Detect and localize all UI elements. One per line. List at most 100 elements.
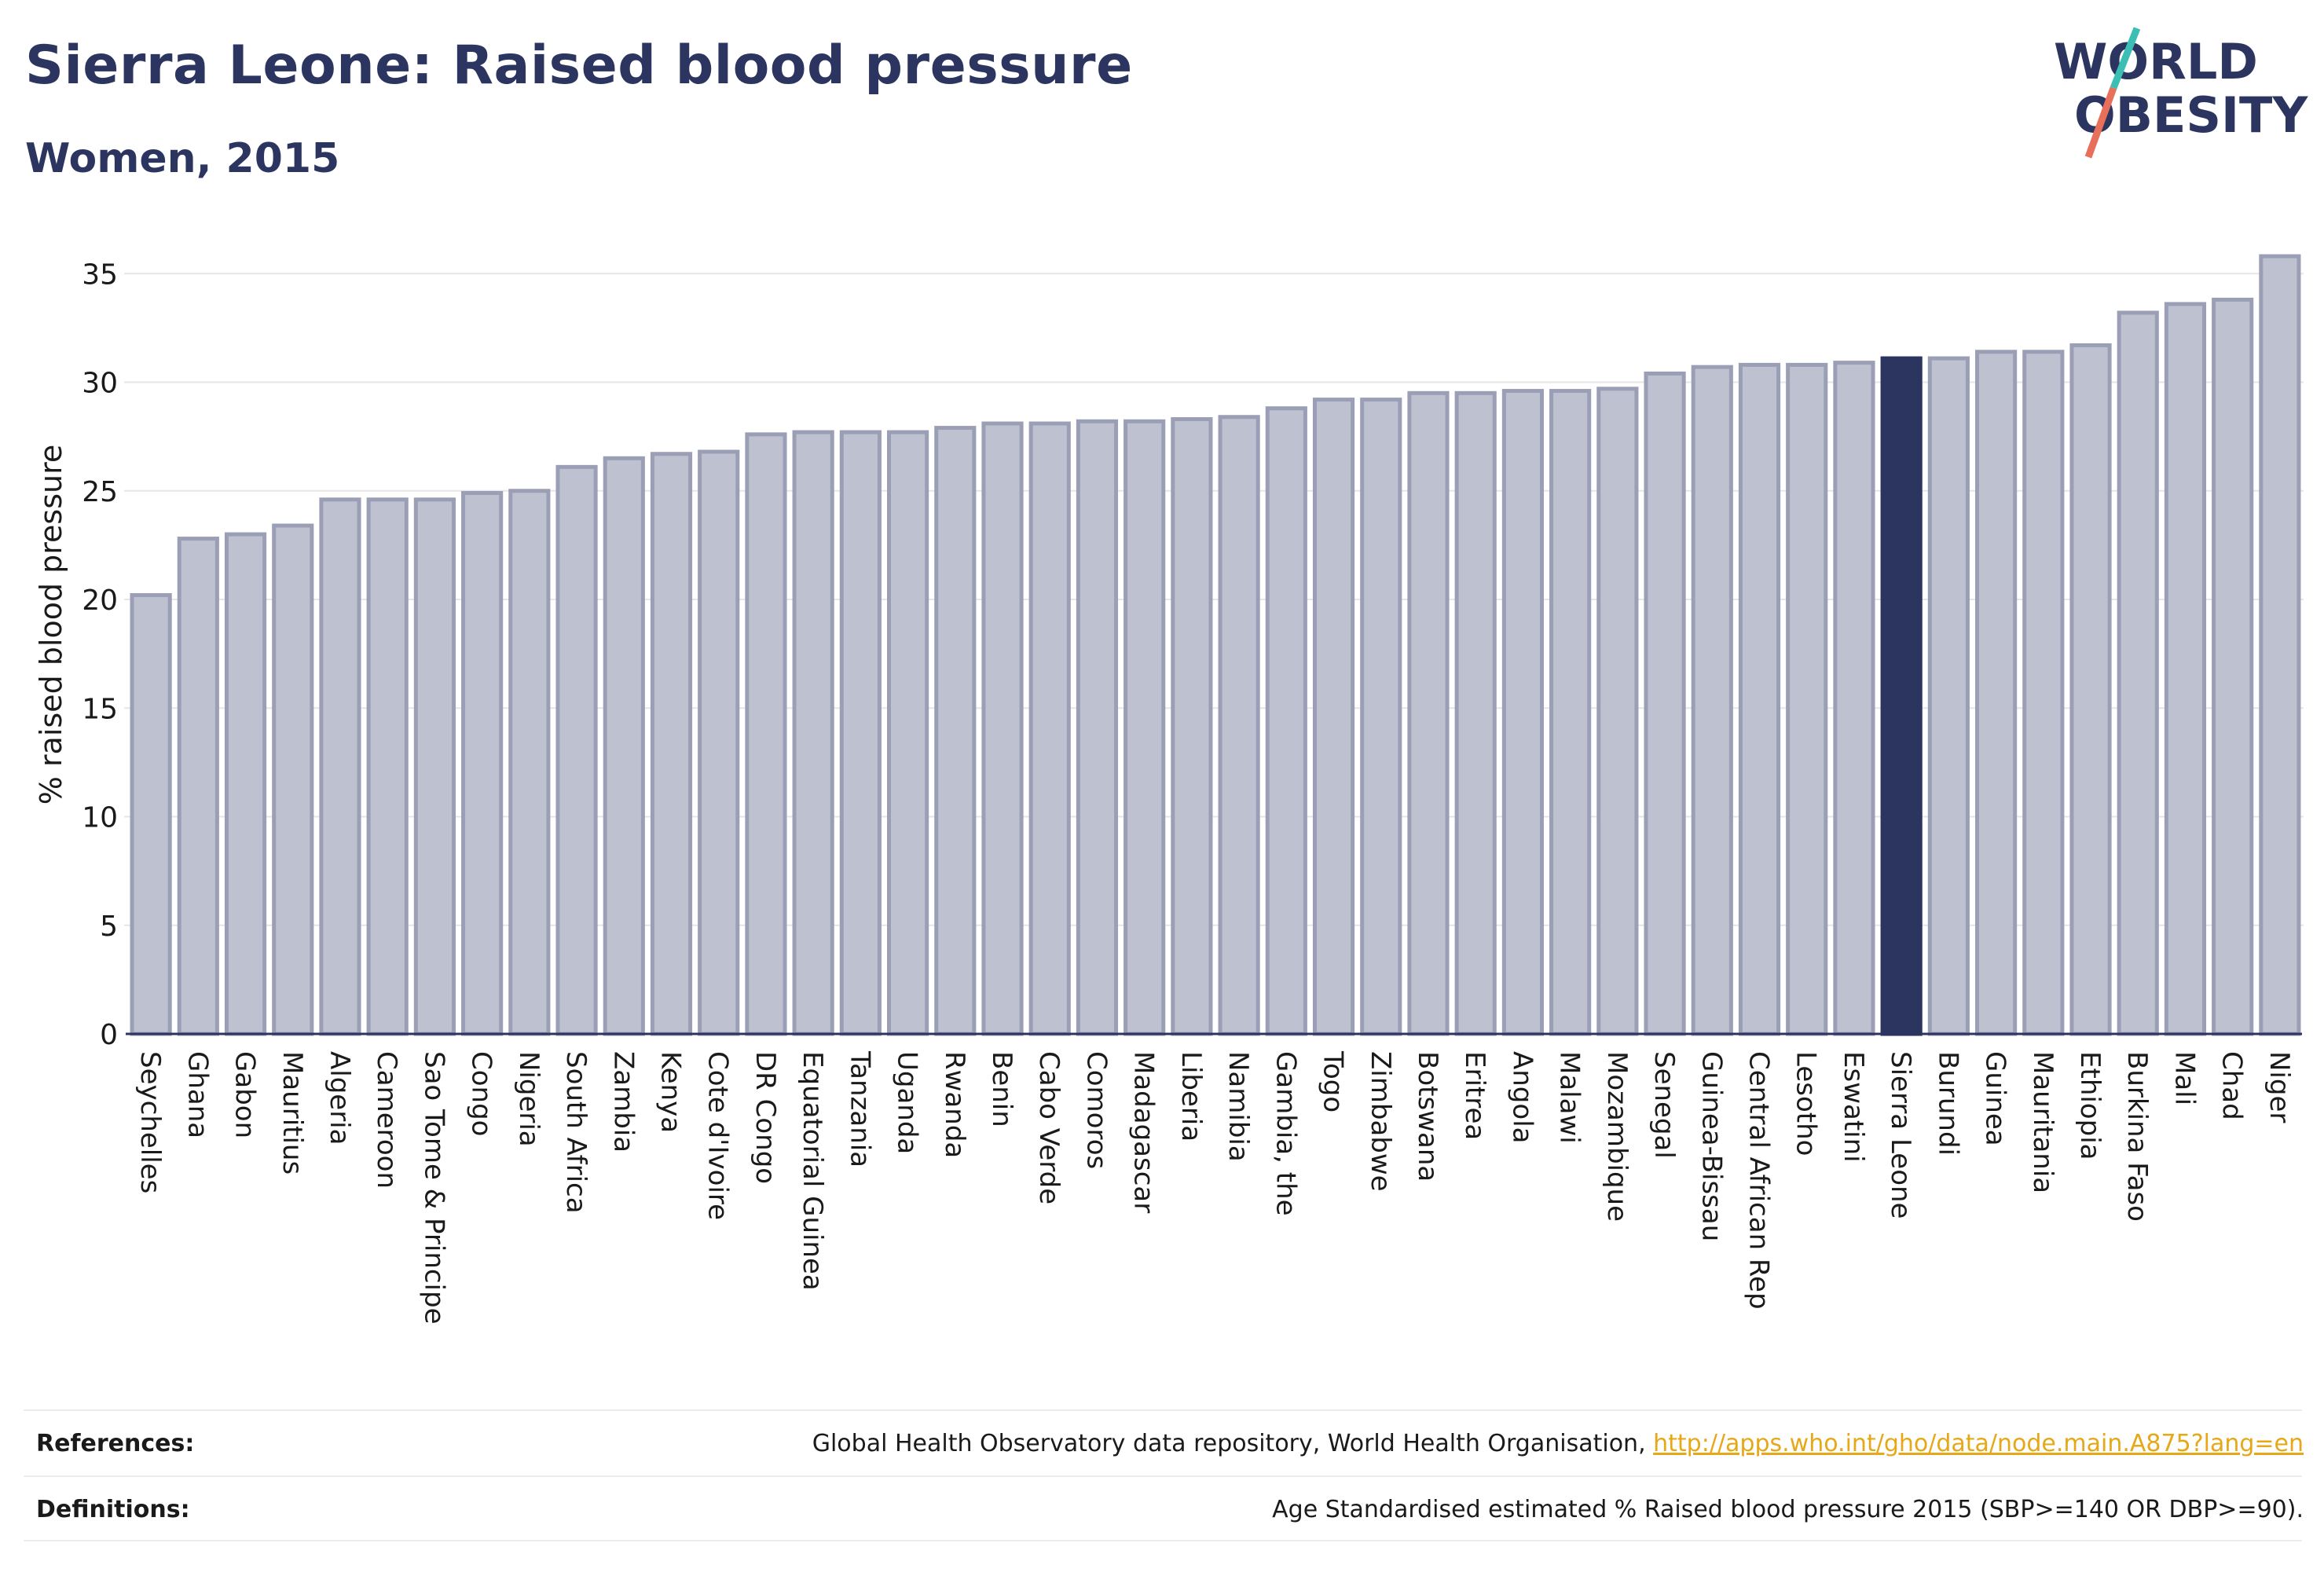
x-tick-label: Rwanda: [939, 1051, 970, 1158]
x-tick-label: DR Congo: [750, 1051, 781, 1184]
bar[interactable]: [1738, 362, 1781, 1036]
x-tick-label: Comoros: [1080, 1051, 1112, 1169]
world-obesity-logo: WORLD OBESITY: [2054, 27, 2308, 159]
x-tick-label: Mozambique: [1601, 1051, 1633, 1222]
bar[interactable]: [1501, 389, 1544, 1036]
x-tick-label: Ethiopia: [2074, 1051, 2106, 1160]
bar[interactable]: [1786, 362, 1828, 1036]
x-tick-label: Gambia, the: [1270, 1051, 1301, 1216]
x-tick-label: Mauritania: [2027, 1051, 2058, 1193]
bar[interactable]: [2022, 350, 2065, 1036]
bar[interactable]: [981, 421, 1024, 1036]
bar[interactable]: [1124, 419, 1166, 1036]
x-tick-label: Liberia: [1175, 1051, 1207, 1142]
bar[interactable]: [887, 430, 929, 1036]
x-tick-label: Botswana: [1412, 1051, 1443, 1182]
bar[interactable]: [1549, 389, 1592, 1036]
bar[interactable]: [1171, 417, 1213, 1036]
x-tick-label: Kenya: [655, 1051, 687, 1133]
bars: [130, 254, 2301, 1036]
x-tick-label: Central African Rep: [1743, 1051, 1775, 1310]
footer-divider-top: [24, 1409, 2302, 1411]
x-tick-label: Nigeria: [513, 1051, 544, 1147]
definitions-label: Definitions:: [36, 1496, 190, 1523]
bar[interactable]: [177, 537, 219, 1036]
references-label: References:: [36, 1430, 195, 1457]
bar[interactable]: [272, 523, 314, 1036]
x-tick-label: Madagascar: [1128, 1051, 1160, 1213]
bar[interactable]: [1833, 361, 1875, 1036]
bar[interactable]: [1644, 371, 1686, 1036]
references-source: Global Health Observatory data repositor…: [812, 1430, 1654, 1457]
x-tick-label: Sierra Leone: [1885, 1051, 1916, 1219]
page-title: Sierra Leone: Raised blood pressure: [25, 35, 1133, 97]
bar[interactable]: [1218, 415, 1260, 1036]
bar[interactable]: [650, 452, 693, 1036]
page-subtitle: Women, 2015: [25, 135, 340, 182]
x-tick-label: Chad: [2216, 1051, 2248, 1120]
bar[interactable]: [555, 464, 598, 1036]
bar[interactable]: [1076, 419, 1119, 1036]
x-axis-labels: Seychelles Ghana Gabon Mauritius Algeria Came…: [134, 1050, 2295, 1325]
bar[interactable]: [1265, 406, 1307, 1036]
bar[interactable]: [1407, 390, 1450, 1036]
bar[interactable]: [2117, 310, 2159, 1036]
bar[interactable]: [1360, 398, 1402, 1036]
bar[interactable]: [2164, 302, 2207, 1036]
bar[interactable]: [745, 432, 787, 1036]
logo-slash-coral: [2084, 86, 2117, 159]
x-tick-label: Malawi: [1554, 1051, 1585, 1144]
x-tick-label: Gabon: [229, 1051, 261, 1138]
x-tick-label: Eritrea: [1459, 1051, 1490, 1140]
x-tick-label: Equatorial Guinea: [797, 1051, 828, 1291]
bar[interactable]: [603, 456, 645, 1036]
y-tick-label: 20: [82, 585, 118, 617]
logo-line1: WORLD: [2054, 33, 2258, 90]
bar[interactable]: [1880, 356, 1923, 1036]
bar[interactable]: [1596, 387, 1639, 1036]
bar[interactable]: [2259, 254, 2301, 1036]
bar[interactable]: [2212, 297, 2254, 1036]
bar[interactable]: [461, 491, 504, 1036]
bar[interactable]: [1312, 398, 1355, 1036]
bar[interactable]: [319, 497, 361, 1036]
y-axis-label: % raised blood pressure: [34, 445, 68, 805]
x-tick-label: Algeria: [324, 1051, 355, 1145]
y-tick-label: 15: [82, 693, 118, 725]
bar[interactable]: [698, 449, 740, 1036]
footer-divider-middle: [24, 1475, 2302, 1477]
x-tick-label: Zambia: [607, 1051, 639, 1153]
x-tick-label: Cote d'Ivoire: [702, 1051, 734, 1220]
x-tick-label: Benin: [986, 1051, 1017, 1127]
references-text: Global Health Observatory data repositor…: [812, 1430, 2304, 1457]
x-tick-label: Seychelles: [134, 1051, 166, 1193]
x-tick-label: Lesotho: [1791, 1051, 1822, 1156]
bar[interactable]: [1691, 365, 1733, 1036]
bar[interactable]: [1975, 350, 2018, 1036]
x-tick-label: South Africa: [560, 1051, 592, 1214]
bar[interactable]: [508, 489, 551, 1036]
x-tick-label: Tanzania: [844, 1050, 875, 1167]
bar[interactable]: [1028, 421, 1071, 1036]
bar[interactable]: [413, 497, 456, 1036]
bar[interactable]: [366, 497, 409, 1036]
bar[interactable]: [1927, 356, 1970, 1036]
y-tick-label: 10: [82, 802, 118, 834]
x-tick-label: Niger: [2264, 1051, 2295, 1123]
bar[interactable]: [839, 430, 882, 1036]
definitions-text: Age Standardised estimated % Raised bloo…: [1272, 1496, 2304, 1523]
x-tick-label: Cameroon: [371, 1051, 402, 1189]
y-axis-ticks: 0 5 10 15 20 25 30 35: [82, 258, 118, 1051]
bar[interactable]: [934, 426, 977, 1036]
references-link[interactable]: http://apps.who.int/gho/data/node.main.A…: [1653, 1430, 2304, 1457]
bar[interactable]: [224, 532, 267, 1036]
y-tick-label: 30: [82, 368, 118, 400]
x-tick-label: Congo: [466, 1051, 497, 1136]
bar[interactable]: [2069, 343, 2112, 1036]
bar[interactable]: [1454, 390, 1497, 1036]
bar[interactable]: [130, 592, 172, 1036]
y-tick-label: 5: [100, 911, 118, 943]
x-tick-label: Mali: [2168, 1051, 2200, 1105]
x-tick-label: Guinea-Bissau: [1695, 1051, 1727, 1241]
bar[interactable]: [792, 430, 834, 1036]
